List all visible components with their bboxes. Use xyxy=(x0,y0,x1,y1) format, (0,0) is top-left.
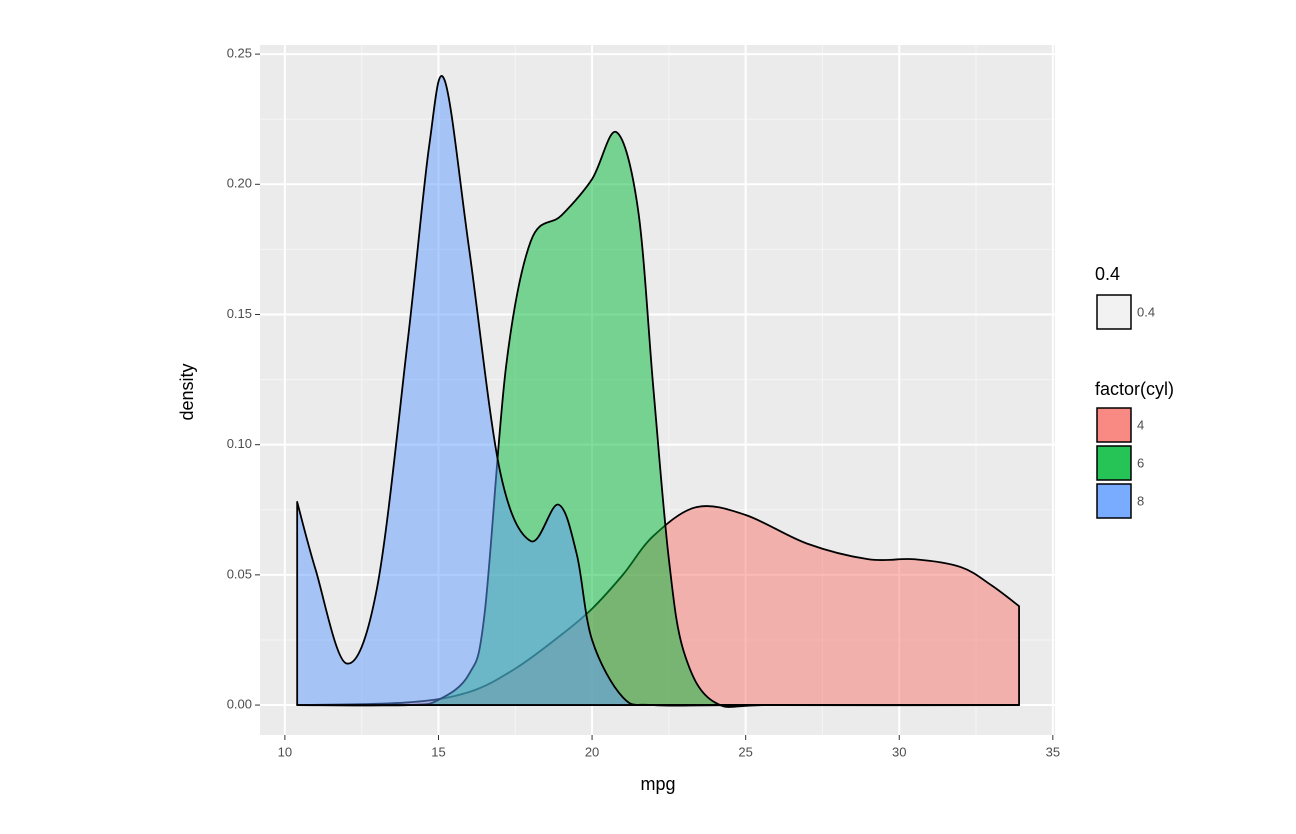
y-tick-label: 0.10 xyxy=(227,436,252,451)
legend-key xyxy=(1096,407,1132,443)
legend-label: 4 xyxy=(1137,417,1144,432)
y-tick-label: 0.25 xyxy=(227,46,252,61)
legend-key xyxy=(1096,445,1132,481)
y-tick-label: 0.05 xyxy=(227,566,252,581)
legend-label: 8 xyxy=(1137,493,1144,508)
legend-title: factor(cyl) xyxy=(1095,379,1174,399)
legend-label: 6 xyxy=(1137,455,1144,470)
x-tick-label: 10 xyxy=(278,744,292,759)
x-tick-label: 20 xyxy=(585,744,599,759)
legend-key xyxy=(1096,483,1132,519)
x-tick-label: 25 xyxy=(738,744,752,759)
y-axis-title: density xyxy=(177,363,197,420)
y-tick-label: 0.15 xyxy=(227,306,252,321)
x-tick-label: 35 xyxy=(1046,744,1060,759)
legend-key xyxy=(1096,294,1132,330)
x-tick-label: 15 xyxy=(431,744,445,759)
x-axis-title: mpg xyxy=(640,774,675,794)
density-area xyxy=(296,75,1020,707)
legend-label: 0.4 xyxy=(1137,304,1155,319)
legend-title: 0.4 xyxy=(1095,264,1120,284)
y-tick-label: 0.00 xyxy=(227,696,252,711)
y-tick-label: 0.20 xyxy=(227,176,252,191)
x-tick-label: 30 xyxy=(892,744,906,759)
